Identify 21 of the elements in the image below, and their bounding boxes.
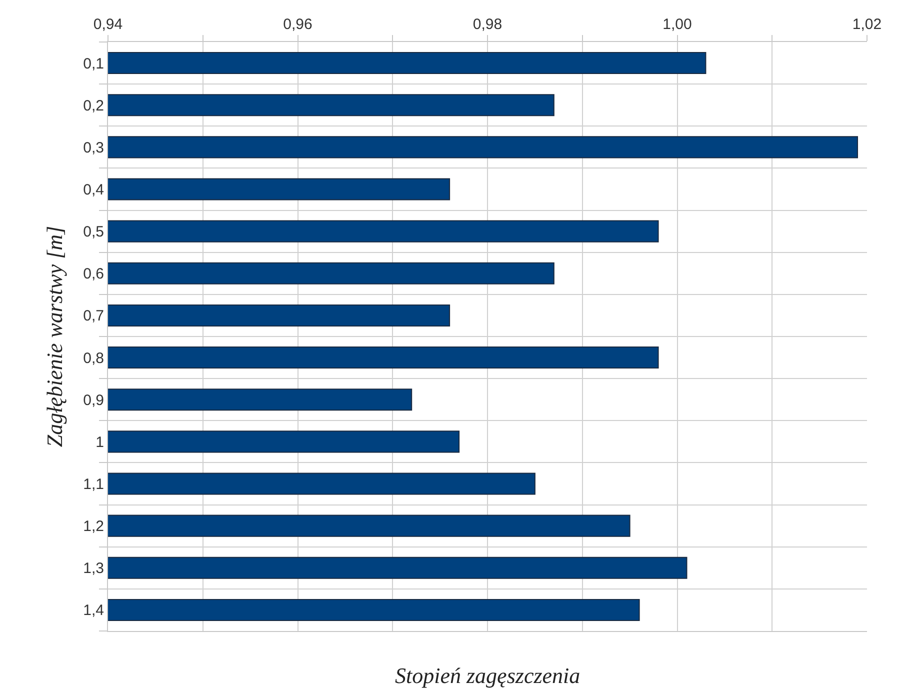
x-tick-label: 1,02 xyxy=(852,16,882,33)
x-axis-title: Stopień zagęszczenia xyxy=(395,663,580,688)
y-tick-label: 1,1 xyxy=(83,476,104,493)
x-tick-label: 0,98 xyxy=(472,16,502,33)
x-tick-label: 0,96 xyxy=(283,16,312,33)
y-axis-title: Zagłębienie warstwy [m] xyxy=(42,226,67,448)
y-tick-label: 1 xyxy=(96,434,104,451)
y-tick-label: 0,6 xyxy=(83,266,104,283)
y-tick-label: 0,9 xyxy=(83,392,104,409)
y-tick-label: 0,4 xyxy=(83,182,104,198)
y-tick-label: 0,7 xyxy=(83,308,104,325)
x-tick-label: 0,94 xyxy=(93,16,123,33)
y-tick-label: 0,3 xyxy=(83,139,104,156)
y-tick-label: 1,3 xyxy=(83,560,104,578)
y-tick-label: 0,1 xyxy=(83,55,104,72)
y-tick-label: 1,4 xyxy=(83,602,104,620)
y-tick-label: 0,2 xyxy=(83,97,104,114)
x-tick-label: 1,00 xyxy=(662,16,692,33)
y-tick-label: 0,8 xyxy=(83,350,104,367)
y-tick-label: 0,5 xyxy=(83,224,104,241)
y-tick-label: 1,2 xyxy=(83,518,104,536)
